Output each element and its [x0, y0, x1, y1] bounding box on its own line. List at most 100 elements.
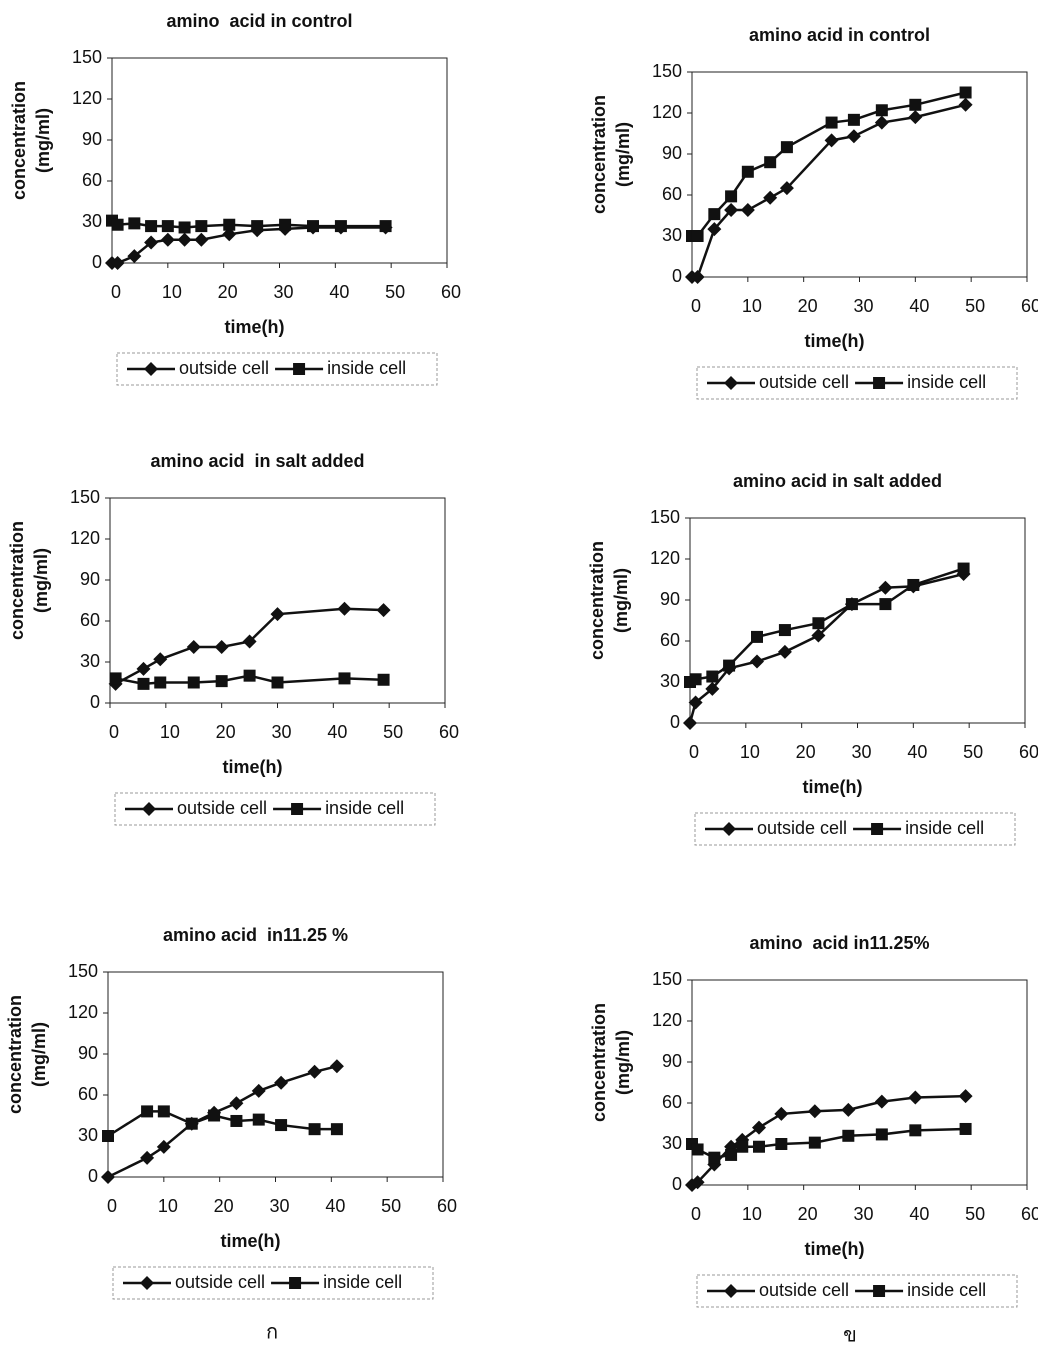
x-axis-label: time(h)	[805, 331, 865, 351]
y-tick-label: 150	[652, 969, 682, 989]
chart-title: amino acid in11.25%	[749, 933, 929, 953]
data-point	[222, 227, 237, 242]
data-point	[101, 1170, 115, 1184]
data-point	[185, 1117, 198, 1130]
data-point	[705, 681, 720, 696]
x-axis-label: time(h)	[803, 777, 863, 797]
legend-label: inside cell	[323, 1272, 402, 1292]
x-tick-label: 30	[851, 742, 871, 762]
data-point	[842, 1129, 855, 1142]
data-point	[691, 230, 704, 242]
y-axis-label: concentration	[589, 95, 609, 214]
data-point	[958, 97, 973, 112]
x-tick-label: 20	[214, 1196, 234, 1216]
x-axis-label: time(h)	[805, 1239, 865, 1259]
legend-box	[694, 812, 1016, 846]
data-point	[270, 607, 285, 622]
legend-marker	[871, 823, 884, 835]
x-tick-label: 30	[853, 1204, 873, 1224]
legend-marker	[722, 822, 736, 836]
data-point	[736, 1140, 749, 1153]
legend-marker	[289, 1277, 302, 1289]
plot-frame	[109, 497, 446, 704]
data-point	[689, 673, 702, 686]
x-tick-label: 60	[441, 282, 461, 302]
chart-title: amino acid in salt added	[733, 471, 942, 491]
data-point	[334, 220, 347, 233]
y-tick-label: 150	[652, 61, 682, 81]
data-point	[178, 221, 191, 234]
data-point	[251, 220, 264, 233]
x-tick-label: 0	[691, 296, 701, 316]
data-point	[725, 190, 738, 203]
data-point	[751, 630, 763, 643]
y-tick-label: 30	[660, 671, 680, 691]
y-tick-label: 60	[78, 1084, 98, 1104]
data-point	[688, 695, 703, 710]
y-tick-label: 150	[68, 961, 98, 981]
y-tick-label: 60	[660, 630, 680, 650]
data-point	[764, 156, 777, 169]
y-axis-label: (mg/ml)	[613, 1030, 633, 1095]
y-tick-label: 120	[652, 102, 682, 122]
data-point	[724, 203, 739, 218]
data-point	[875, 1128, 888, 1141]
data-point	[780, 141, 793, 154]
data-point	[111, 218, 124, 231]
data-point	[706, 670, 719, 683]
x-tick-label: 40	[909, 1204, 929, 1224]
legend-marker	[144, 362, 158, 376]
data-point	[908, 110, 923, 125]
data-point	[307, 220, 319, 233]
x-tick-label: 40	[327, 722, 347, 742]
data-point	[959, 86, 972, 99]
x-tick-label: 50	[381, 1196, 401, 1216]
data-point	[308, 1123, 321, 1136]
data-point	[909, 98, 922, 111]
column-label: ข	[843, 1323, 857, 1347]
data-point	[128, 217, 141, 230]
data-point	[153, 652, 168, 667]
data-point	[243, 669, 256, 682]
y-tick-label: 0	[672, 1174, 682, 1194]
data-point	[141, 1105, 154, 1118]
legend-marker	[142, 802, 156, 816]
x-axis-label: time(h)	[221, 1231, 281, 1251]
legend-marker	[873, 377, 886, 389]
legend-label: inside cell	[905, 818, 984, 838]
data-point	[177, 232, 192, 247]
y-tick-label: 90	[662, 1051, 682, 1071]
x-tick-label: 60	[439, 722, 459, 742]
data-point	[379, 220, 392, 233]
x-tick-label: 40	[907, 742, 927, 762]
legend-marker	[291, 803, 304, 815]
legend-box	[116, 352, 438, 386]
x-tick-label: 10	[162, 282, 182, 302]
y-axis-label: (mg/ml)	[611, 568, 631, 633]
data-point	[137, 677, 150, 690]
data-point	[740, 203, 755, 218]
legend-label: outside cell	[179, 358, 269, 378]
y-axis-label: concentration	[5, 995, 25, 1114]
x-tick-label: 10	[158, 1196, 178, 1216]
data-point	[753, 1140, 765, 1153]
y-tick-label: 120	[70, 528, 100, 548]
series-line	[107, 1110, 337, 1138]
series-line	[688, 572, 964, 724]
data-point	[874, 115, 889, 130]
data-point	[907, 578, 920, 591]
y-tick-label: 0	[92, 252, 102, 272]
y-axis-label: concentration	[7, 521, 27, 640]
data-point	[329, 1059, 344, 1074]
data-point	[157, 1105, 170, 1118]
chart-title: amino acid in control	[749, 25, 930, 45]
data-point	[208, 1109, 221, 1122]
x-tick-label: 20	[216, 722, 236, 742]
data-point	[708, 1151, 721, 1164]
y-tick-label: 0	[670, 712, 680, 732]
data-point	[959, 1122, 972, 1135]
data-point	[330, 1123, 343, 1136]
x-tick-label: 60	[1021, 1204, 1038, 1224]
x-tick-label: 30	[853, 296, 873, 316]
